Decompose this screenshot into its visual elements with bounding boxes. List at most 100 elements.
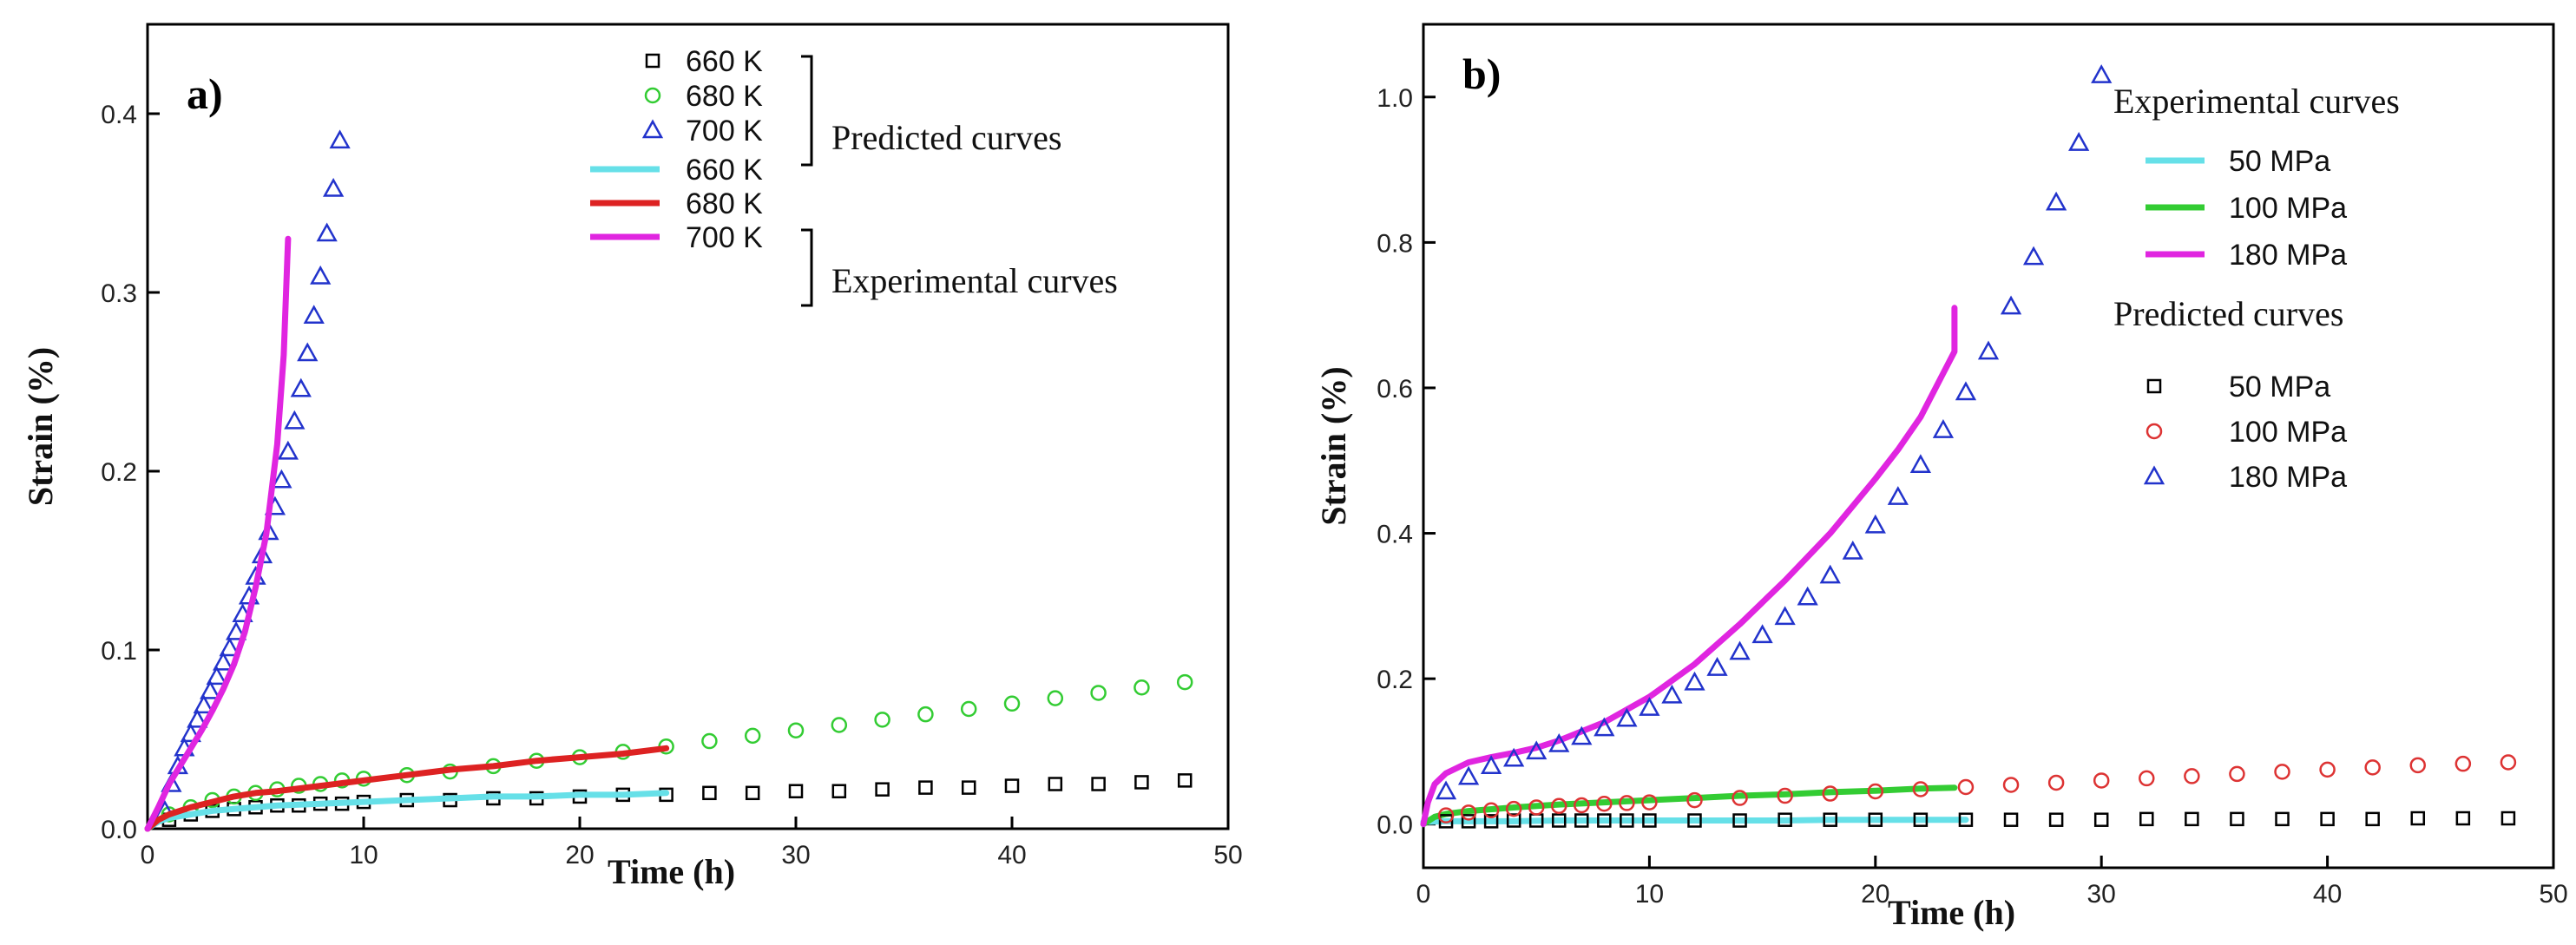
data-point	[1867, 783, 1884, 800]
data-point	[1732, 790, 1748, 806]
series-line	[144, 745, 670, 832]
legend-group-predicted: Predicted curves	[2113, 294, 2343, 333]
data-point	[2184, 768, 2200, 784]
data-point	[1957, 778, 1975, 796]
panel-a: 0 10 20 30 40 50 0.0 0.1 0.2 0.3 0.4 Time (h) Strain…	[21, 23, 1243, 891]
data-point	[1706, 656, 1728, 676]
panel-b-x-axis-title: Time (h)	[1888, 893, 2015, 932]
series-experimental-curves-180-MPa	[1420, 305, 1958, 828]
data-point	[2229, 765, 2245, 783]
data-point	[297, 342, 319, 362]
data-point	[1551, 813, 1567, 828]
panel-b-y-axis-title: Strain (%)	[1314, 366, 1353, 525]
data-point	[1955, 381, 1977, 401]
data-point	[2093, 772, 2110, 789]
data-point	[1438, 814, 1454, 829]
data-point	[1842, 540, 1863, 560]
series-line	[1420, 305, 1958, 828]
data-point	[2047, 774, 2065, 791]
data-point	[2091, 64, 2113, 83]
panel-b-legend: Experimental curves 50 MPa 100 MPa 180 MPa P…	[2113, 82, 2400, 494]
data-point	[1778, 812, 1792, 827]
data-point	[1913, 812, 1929, 827]
y-tick-label: 0.2	[101, 458, 137, 487]
data-point	[1958, 812, 1974, 827]
data-point	[701, 732, 718, 750]
data-point	[1480, 755, 1502, 774]
data-point	[1868, 812, 1883, 827]
x-tick-label: 40	[2313, 880, 2342, 909]
y-tick-label: 0.1	[101, 637, 137, 666]
data-point	[277, 440, 299, 460]
x-tick-label: 30	[2087, 880, 2116, 909]
data-point	[960, 700, 977, 718]
data-point	[1684, 671, 1705, 691]
legend-entry-label: 50 MPa	[2229, 145, 2330, 178]
data-point	[1642, 813, 1657, 828]
data-point	[1460, 804, 1477, 821]
y-tick-label: 0.3	[101, 279, 137, 308]
data-point	[290, 377, 312, 397]
legend-bracket	[801, 55, 813, 167]
data-point	[875, 782, 890, 797]
legend-entry-label: 700 K	[686, 115, 763, 148]
data-point	[1823, 812, 1837, 827]
data-point	[1774, 606, 1796, 626]
panel-b: 0 10 20 30 40 50 0.0 0.2 0.4 0.6 0.8 1.0 Time (h) Str…	[1314, 23, 2568, 932]
data-point	[874, 712, 890, 728]
data-point	[1505, 800, 1522, 817]
data-point	[1932, 418, 1955, 438]
data-point	[788, 784, 804, 798]
data-point	[1909, 454, 1932, 474]
panel-a-label: a)	[187, 69, 223, 118]
data-point	[2068, 132, 2090, 151]
panel-a-x-axis-title: Time (h)	[608, 852, 735, 891]
panel-b-plot-frame	[1422, 23, 2555, 870]
legend-entry-label: 660 K	[686, 45, 763, 78]
data-point	[1822, 785, 1838, 802]
x-tick-label: 0	[1416, 880, 1431, 909]
data-point	[310, 265, 332, 285]
data-point	[1864, 514, 1886, 534]
y-tick-label: 0.4	[101, 101, 137, 129]
data-point	[1574, 813, 1589, 828]
data-point	[213, 651, 234, 671]
data-point	[2274, 764, 2290, 780]
data-point	[1912, 781, 1929, 797]
data-point	[1048, 777, 1063, 791]
data-point	[1616, 707, 1638, 727]
series-predicted-curves-50-MPa	[1438, 810, 2516, 829]
legend-bracket	[801, 228, 813, 307]
series-predicted-curves-660-K	[161, 773, 1193, 827]
data-point	[1751, 624, 1773, 644]
series-line	[1420, 817, 1969, 825]
legend-entry-label: 100 MPa	[2229, 416, 2347, 449]
data-point	[2093, 812, 2109, 827]
data-point	[2454, 755, 2472, 772]
data-point	[2045, 191, 2067, 211]
data-point	[1134, 679, 1150, 696]
legend-entry-label: 100 MPa	[2229, 192, 2347, 225]
data-point	[2320, 811, 2335, 827]
data-point	[2000, 295, 2022, 315]
x-tick-label: 20	[1861, 880, 1889, 909]
legend-group-predicted: Predicted curves	[831, 118, 1061, 157]
data-point	[1435, 780, 1457, 800]
data-point	[1596, 796, 1613, 812]
data-point	[961, 780, 976, 795]
data-point	[2275, 811, 2290, 827]
series-experimental-curves-700-K	[144, 235, 292, 832]
series-experimental-curves-50-MPa	[1420, 817, 1969, 825]
data-point	[200, 679, 221, 699]
y-tick-label: 0.6	[1377, 375, 1413, 404]
data-point	[193, 694, 214, 714]
data-point	[1797, 586, 1818, 606]
x-tick-label: 50	[1213, 841, 1242, 870]
data-point	[1461, 814, 1476, 829]
data-point	[2139, 770, 2155, 787]
legend-entry-label: 680 K	[686, 187, 763, 220]
data-point	[1004, 778, 1020, 793]
data-point	[1177, 773, 1193, 788]
legend-marker	[641, 119, 664, 139]
